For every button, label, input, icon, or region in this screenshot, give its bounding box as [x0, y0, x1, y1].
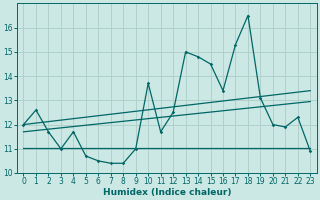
X-axis label: Humidex (Indice chaleur): Humidex (Indice chaleur): [103, 188, 231, 197]
